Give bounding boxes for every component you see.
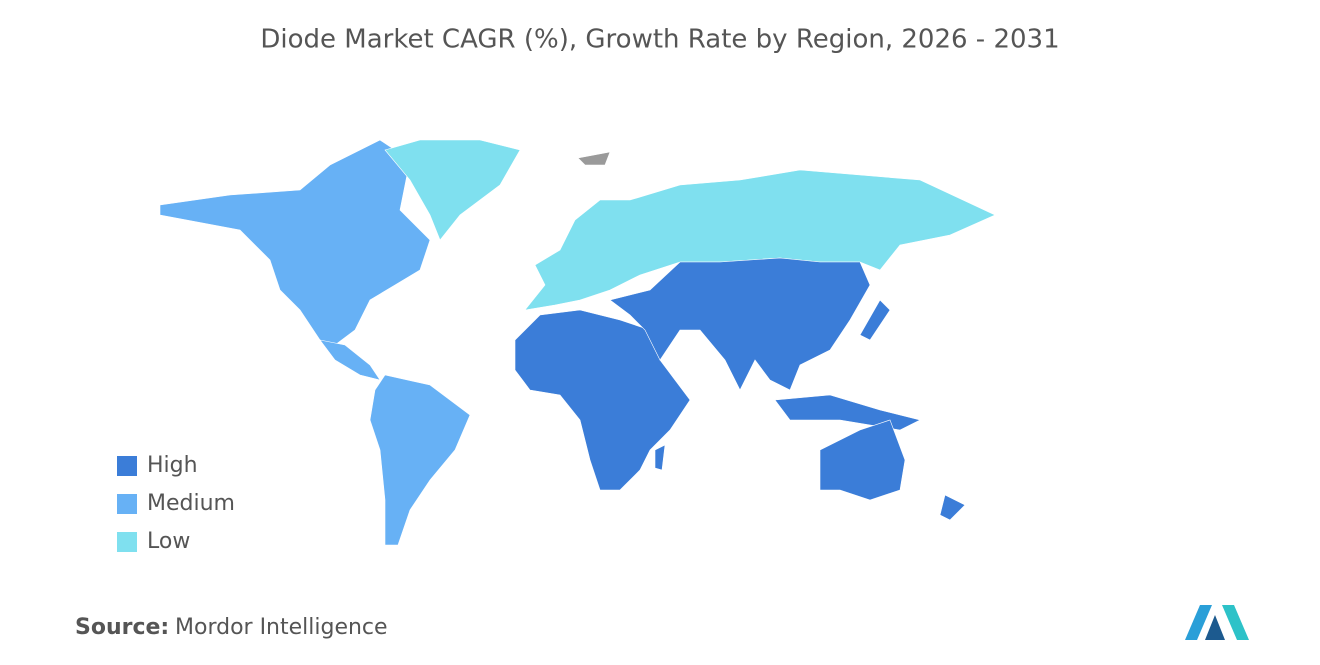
madagascar bbox=[654, 444, 666, 471]
central-america bbox=[319, 339, 381, 381]
logo bbox=[1185, 605, 1249, 640]
australia bbox=[819, 419, 906, 501]
north-america bbox=[159, 139, 431, 346]
legend-label: High bbox=[147, 453, 198, 478]
chart-title: Diode Market CAGR (%), Growth Rate by Re… bbox=[260, 25, 1059, 55]
legend-label: Low bbox=[147, 529, 190, 554]
asia bbox=[609, 257, 871, 391]
greenland bbox=[384, 139, 521, 241]
europe-russia bbox=[524, 169, 996, 311]
legend-label: Medium bbox=[147, 491, 235, 516]
no-data-region bbox=[577, 151, 611, 166]
legend-swatch bbox=[117, 456, 137, 476]
southeast-asia-islands bbox=[774, 394, 921, 431]
japan bbox=[859, 299, 891, 341]
africa bbox=[514, 309, 691, 491]
world-map bbox=[159, 139, 996, 546]
source-label: Source: bbox=[75, 615, 169, 640]
legend: High Medium Low bbox=[117, 453, 235, 554]
south-america bbox=[369, 374, 471, 546]
legend-swatch bbox=[117, 494, 137, 514]
legend-swatch bbox=[117, 532, 137, 552]
source-text: Mordor Intelligence bbox=[175, 615, 388, 640]
new-zealand bbox=[939, 494, 966, 521]
